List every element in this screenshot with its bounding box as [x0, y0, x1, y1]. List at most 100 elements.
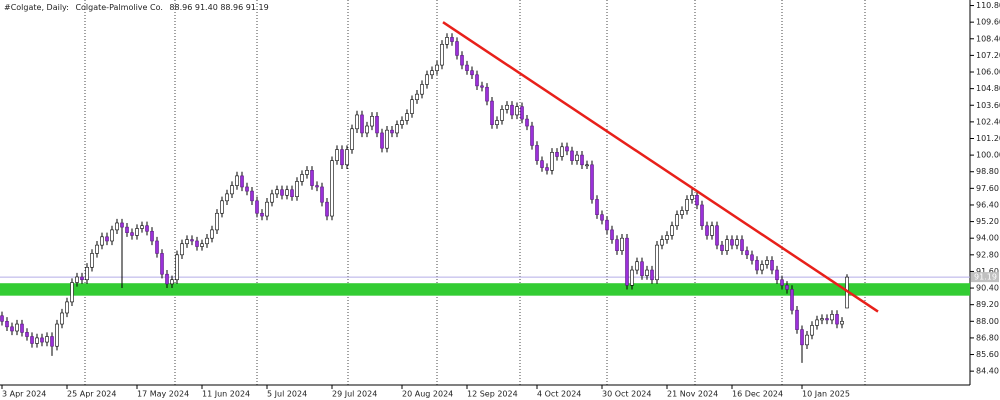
- candle-body: [580, 154, 584, 166]
- x-tick-label: 17 May 2024: [137, 390, 189, 399]
- candle-body: [125, 226, 129, 233]
- x-tick-label: 29 Jul 2024: [332, 390, 377, 399]
- candle-body: [520, 106, 524, 120]
- symbol: #Colgate, Daily:: [4, 3, 69, 12]
- candle-body: [620, 237, 624, 251]
- candle-body: [445, 37, 449, 45]
- candle-body: [320, 186, 324, 203]
- candle-body: [230, 185, 234, 195]
- y-tick-label: 104.80: [976, 84, 1000, 93]
- candle-body: [115, 222, 119, 231]
- y-tick-label: 110.80: [976, 1, 1000, 10]
- candle-body: [470, 70, 474, 76]
- candle-body: [30, 336, 34, 344]
- candle-body: [345, 149, 349, 166]
- candle-body: [340, 149, 344, 166]
- y-tick-label: 86.80: [976, 333, 999, 342]
- candle-body: [500, 109, 504, 121]
- candle-body: [535, 145, 539, 161]
- candle-body: [420, 84, 424, 95]
- candle-body: [460, 55, 464, 66]
- candle-body: [840, 320, 844, 325]
- candle-body: [815, 319, 819, 326]
- y-tick-label: 106.00: [976, 68, 1000, 77]
- y-tick-label: 84.40: [976, 367, 999, 376]
- candle-body: [280, 189, 284, 196]
- candle-body: [575, 154, 579, 161]
- candle-body: [270, 193, 274, 203]
- candle-body: [780, 279, 784, 286]
- candle-body: [350, 128, 354, 150]
- chart-title: Colgate-Palmolive Co.: [75, 3, 162, 12]
- y-tick-label: 102.40: [976, 117, 1000, 126]
- candle-body: [455, 41, 459, 56]
- candle-body: [240, 175, 244, 188]
- candle-body: [390, 129, 394, 134]
- candle-body: [210, 229, 214, 239]
- candle-body: [785, 284, 789, 290]
- candle-body: [290, 189, 294, 197]
- candle-body: [545, 167, 549, 171]
- candle-body: [690, 194, 694, 200]
- candle-body: [425, 74, 429, 85]
- candle-body: [360, 114, 364, 134]
- candle-body: [195, 240, 199, 247]
- candle-body: [95, 244, 99, 254]
- candle-body: [110, 229, 114, 242]
- candle-body: [55, 323, 59, 347]
- candle-body: [405, 113, 409, 121]
- candle-body: [15, 323, 19, 332]
- y-tick-label: 101.20: [976, 134, 1000, 143]
- candle-body: [515, 106, 519, 116]
- chart-header: #Colgate, Daily: Colgate-Palmolive Co. 8…: [4, 3, 269, 12]
- candle-body: [820, 318, 824, 321]
- y-tick-label: 103.60: [976, 101, 1000, 110]
- y-tick-label: 108.40: [976, 34, 1000, 43]
- candle-body: [375, 116, 379, 134]
- candle-body: [295, 181, 299, 197]
- candle-body: [755, 260, 759, 271]
- y-tick-label: 91.60: [976, 267, 999, 276]
- candle-body: [765, 260, 769, 265]
- candle-body: [185, 239, 189, 245]
- x-tick-label: 5 Jul 2024: [267, 390, 307, 399]
- candle-body: [725, 239, 729, 251]
- candle-body: [450, 37, 454, 42]
- x-tick-label: 12 Sep 2024: [467, 390, 518, 399]
- x-tick-label: 10 Jan 2025: [802, 390, 850, 399]
- candle-body: [175, 254, 179, 281]
- candle-body: [205, 237, 209, 245]
- candle-body: [150, 230, 154, 242]
- candle-body: [45, 336, 49, 343]
- candle-body: [365, 125, 369, 134]
- candle-body: [70, 282, 74, 303]
- candle-body: [670, 225, 674, 236]
- candle-body: [120, 222, 124, 228]
- candle-body: [585, 164, 589, 167]
- header-value: 88.96: [220, 3, 243, 12]
- candle-body: [640, 261, 644, 276]
- candle-body: [235, 175, 239, 186]
- candle-body: [410, 99, 414, 114]
- candle-body: [655, 244, 659, 281]
- candle-body: [700, 204, 704, 227]
- current-price-label: 91.19: [974, 273, 997, 282]
- candle-body: [170, 279, 174, 285]
- candle-body: [90, 253, 94, 268]
- candle-body: [180, 243, 184, 256]
- candle-body: [595, 199, 599, 215]
- x-tick-label: 21 Nov 2024: [667, 390, 718, 399]
- candle-body: [255, 200, 259, 214]
- candle-body: [135, 228, 139, 236]
- candle-body: [570, 150, 574, 161]
- candle-body: [25, 332, 29, 337]
- header-value: 91.40: [195, 3, 218, 12]
- candle-body: [440, 44, 444, 66]
- candle-body: [75, 276, 79, 283]
- candle-body: [685, 199, 689, 211]
- candle-body: [225, 193, 229, 202]
- candle-body: [260, 212, 264, 217]
- current-price-box: [971, 272, 999, 283]
- candle-body: [40, 337, 44, 343]
- candle-body: [85, 266, 89, 281]
